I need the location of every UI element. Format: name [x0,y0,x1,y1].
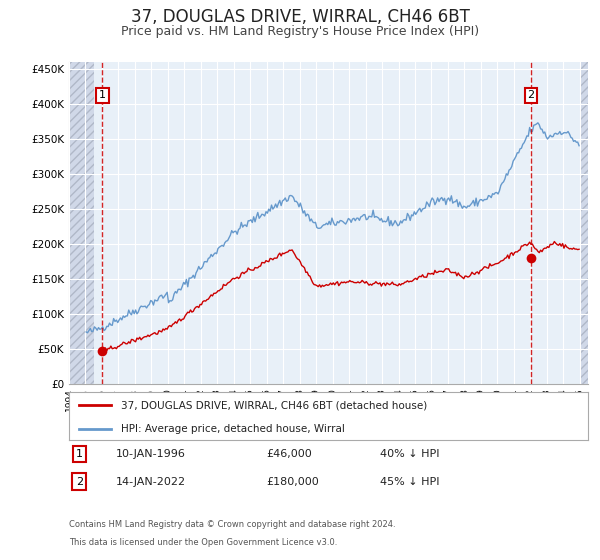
Text: 14-JAN-2022: 14-JAN-2022 [116,477,186,487]
Text: This data is licensed under the Open Government Licence v3.0.: This data is licensed under the Open Gov… [69,538,337,547]
Text: 10-JAN-1996: 10-JAN-1996 [116,449,185,459]
Text: Price paid vs. HM Land Registry's House Price Index (HPI): Price paid vs. HM Land Registry's House … [121,25,479,38]
Text: £180,000: £180,000 [266,477,319,487]
Text: 2: 2 [76,477,83,487]
Text: HPI: Average price, detached house, Wirral: HPI: Average price, detached house, Wirr… [121,424,345,434]
Text: 45% ↓ HPI: 45% ↓ HPI [380,477,440,487]
Text: 37, DOUGLAS DRIVE, WIRRAL, CH46 6BT: 37, DOUGLAS DRIVE, WIRRAL, CH46 6BT [131,8,469,26]
Text: 1: 1 [99,90,106,100]
Text: 40% ↓ HPI: 40% ↓ HPI [380,449,440,459]
Text: Contains HM Land Registry data © Crown copyright and database right 2024.: Contains HM Land Registry data © Crown c… [69,520,395,529]
Text: 37, DOUGLAS DRIVE, WIRRAL, CH46 6BT (detached house): 37, DOUGLAS DRIVE, WIRRAL, CH46 6BT (det… [121,400,427,410]
Text: £46,000: £46,000 [266,449,312,459]
Text: 1: 1 [76,449,83,459]
Text: 2: 2 [527,90,535,100]
